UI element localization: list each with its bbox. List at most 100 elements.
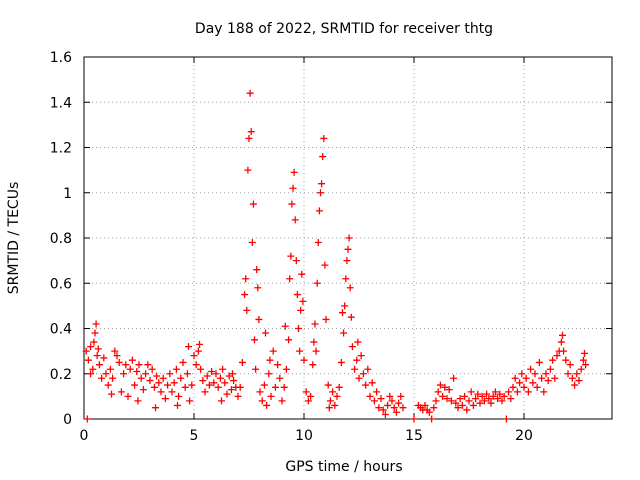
data-point (210, 379, 218, 387)
data-point (234, 392, 242, 400)
data-point (507, 395, 515, 403)
data-point (183, 370, 191, 378)
data-point (134, 397, 142, 405)
data-point (245, 134, 253, 142)
data-point (366, 392, 374, 400)
data-point (218, 397, 225, 405)
data-point (181, 383, 189, 391)
data-point (540, 388, 548, 396)
data-point (339, 309, 346, 317)
data-point (489, 392, 497, 400)
y-tick-label: 1.2 (50, 141, 72, 157)
data-point (309, 361, 317, 369)
data-point (421, 401, 429, 409)
data-point (126, 365, 134, 373)
data-point (373, 388, 381, 396)
data-point (83, 415, 91, 423)
data-point (445, 386, 453, 394)
data-point (500, 392, 508, 400)
data-point (436, 381, 444, 389)
data-point (324, 381, 332, 389)
data-point (255, 315, 263, 323)
data-point (94, 345, 102, 353)
data-point (248, 239, 256, 247)
data-point (302, 388, 310, 396)
data-point (359, 370, 367, 378)
data-point (354, 338, 362, 346)
data-point (494, 395, 502, 403)
data-point (568, 374, 576, 382)
data-point (428, 415, 436, 423)
data-point (314, 239, 322, 247)
data-point (434, 388, 442, 396)
plot-frame (83, 56, 613, 420)
data-point (148, 365, 156, 373)
data-point (319, 153, 327, 161)
data-point (111, 347, 119, 355)
data-point (312, 347, 320, 355)
data-point (447, 397, 455, 405)
data-point (146, 377, 154, 385)
data-point (179, 358, 187, 366)
data-point (278, 397, 286, 405)
data-point (135, 361, 143, 369)
data-point (260, 381, 268, 389)
data-point (285, 336, 293, 344)
data-point (511, 374, 519, 382)
y-axis-title: SRMTID / TECUs (6, 182, 22, 295)
data-point (370, 397, 378, 405)
data-point (157, 388, 165, 396)
data-point (251, 336, 258, 344)
data-point (379, 406, 387, 414)
data-point (529, 379, 537, 387)
data-point (252, 365, 260, 373)
data-point (346, 284, 354, 292)
data-point (364, 365, 372, 373)
data-point (342, 275, 350, 283)
data-point (238, 358, 246, 366)
data-point (564, 370, 572, 378)
data-point (192, 361, 200, 369)
data-point (329, 388, 337, 396)
data-point (299, 297, 307, 305)
data-point (318, 180, 326, 188)
data-point (410, 415, 418, 423)
data-point (201, 388, 209, 396)
data-point (212, 370, 220, 378)
data-point (219, 365, 227, 373)
data-point (91, 329, 99, 337)
data-point (357, 352, 365, 360)
data-point (144, 361, 152, 369)
data-point (190, 352, 198, 360)
data-point (322, 315, 330, 323)
data-point (115, 358, 123, 366)
data-point (291, 216, 299, 224)
data-point (298, 270, 306, 278)
data-point (93, 352, 101, 360)
data-point (139, 386, 147, 394)
data-point (152, 404, 159, 412)
data-point (230, 377, 238, 385)
x-tick-labels: 0 5 10 15 20 (80, 428, 533, 444)
data-point (253, 266, 261, 274)
data-point (293, 291, 301, 299)
data-point (265, 370, 273, 378)
data-point (326, 397, 334, 405)
data-point (108, 390, 115, 398)
data-point (430, 404, 438, 412)
data-point (166, 370, 174, 378)
data-point (142, 370, 150, 378)
data-point (347, 313, 355, 321)
data-point (355, 374, 363, 382)
data-point (315, 207, 323, 215)
grid-lines (84, 57, 612, 419)
data-point (120, 370, 128, 378)
data-point (443, 395, 451, 403)
data-point (199, 377, 207, 385)
data-point (472, 395, 480, 403)
data-point (289, 184, 297, 192)
data-point (122, 361, 130, 369)
data-point (483, 390, 491, 398)
data-point (276, 374, 284, 382)
data-point (186, 397, 194, 405)
